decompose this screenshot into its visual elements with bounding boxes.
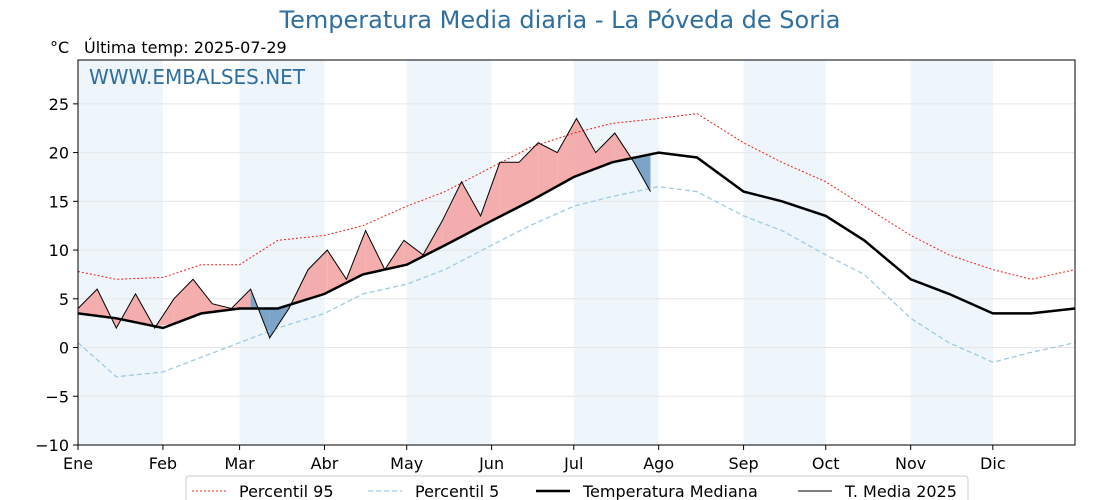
month-band-nov: [910, 60, 993, 445]
x-tick-label: Mar: [225, 454, 256, 473]
legend-percentil-5-label: Percentil 5: [415, 482, 499, 500]
x-tick-label: Dic: [980, 454, 1006, 473]
legend-percentil-95-label: Percentil 95: [239, 482, 334, 500]
plot-frame: [77, 59, 1076, 446]
above-median-fill: [193, 279, 213, 317]
x-tick-label: Abr: [311, 454, 339, 473]
watermark: WWW.EMBALSES.NET: [89, 65, 306, 89]
above-median-fill: [308, 250, 328, 300]
x-tick-label: Jun: [478, 454, 504, 473]
month-band-jul: [573, 60, 659, 445]
y-tick-label: 0: [59, 339, 69, 358]
x-tick-label: Jul: [563, 454, 583, 473]
below-median-fill: [634, 154, 651, 192]
above-median-fill: [518, 142, 539, 207]
above-median-fill: [480, 162, 500, 227]
series-temperatura-mediana: [77, 151, 1076, 330]
y-tick-label: 15: [49, 192, 69, 211]
y-axis-unit-label: °C: [50, 38, 70, 57]
above-median-fill: [538, 142, 558, 197]
x-tick-label: Nov: [895, 454, 926, 473]
series-percentil-95: [77, 113, 1076, 280]
chart-title: Temperatura Media diaria - La Póveda de …: [279, 6, 841, 34]
above-median-fill: [557, 118, 577, 187]
above-median-fill: [576, 118, 596, 176]
month-band-sep: [743, 60, 826, 445]
last-temp-label: Última temp: 2025-07-29: [84, 38, 287, 57]
y-tick-label: 20: [49, 144, 69, 163]
y-tick-label: 5: [59, 290, 69, 309]
above-median-fill: [173, 279, 194, 324]
above-median-fill: [499, 162, 519, 217]
above-median-fill: [327, 250, 347, 293]
x-tick-label: Ago: [643, 454, 674, 473]
legend-box: [185, 475, 969, 500]
y-tick-label: 10: [49, 241, 69, 260]
series-percentil-5: [77, 186, 1076, 378]
above-median-fill: [442, 181, 462, 247]
legend-temperatura-mediana-label: Temperatura Mediana: [582, 482, 758, 500]
x-tick-label: Feb: [149, 454, 177, 473]
month-band-mar: [239, 60, 325, 445]
y-tick-label: 25: [49, 95, 69, 114]
x-tick-label: Sep: [729, 454, 759, 473]
y-tick-label: −5: [45, 387, 69, 406]
x-tick-label: May: [390, 454, 423, 473]
above-median-fill: [78, 289, 98, 316]
month-band-ene: [78, 60, 163, 445]
above-median-fill: [595, 133, 615, 169]
series-t-media-2025: [77, 117, 651, 339]
above-median-fill: [403, 240, 424, 266]
y-tick-label: −10: [35, 436, 69, 455]
x-tick-label: Ene: [63, 454, 93, 473]
x-tick-label: Oct: [812, 454, 840, 473]
legend-t-media-2025-label: T. Media 2025: [844, 482, 957, 500]
above-median-fill: [461, 181, 481, 237]
